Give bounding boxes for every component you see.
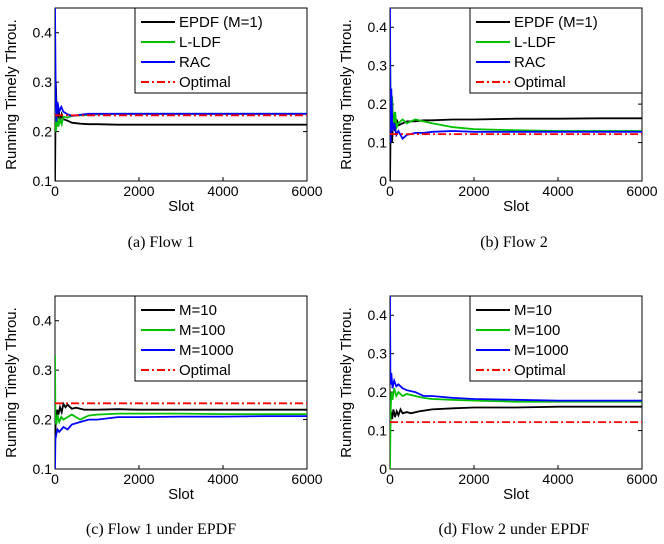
series-line-2 — [390, 388, 642, 469]
chart-4: 0 2000 4000 6000 0 0.1 0.2 0.3 0.4 Slot Running Ti… — [338, 295, 658, 538]
y-tick-label: 0.2 — [368, 384, 388, 400]
x-tick-label: 4000 — [542, 471, 573, 487]
y-tick-label: 0.1 — [368, 423, 388, 439]
y-tick-label: 0.4 — [368, 307, 388, 323]
y-tick-label: 0.4 — [33, 25, 53, 41]
legend-label: Optimal — [514, 74, 566, 91]
x-tick-label: 4000 — [207, 471, 238, 487]
x-tick-label: 0 — [386, 471, 394, 487]
y-tick-label: 0.3 — [33, 362, 53, 378]
series-line-2 — [390, 54, 642, 132]
legend-label: M=1000 — [514, 342, 569, 359]
x-axis-label: Slot — [503, 486, 530, 503]
y-tick-label: 0.4 — [33, 313, 53, 329]
legend-label: Optimal — [179, 362, 231, 379]
chart-3: 0 2000 4000 6000 0.1 0.2 0.3 0.4 Slot Running Tim… — [3, 295, 323, 538]
x-tick-label: 0 — [51, 183, 59, 199]
x-tick-label: 2000 — [123, 183, 154, 199]
legend-label: RAC — [179, 54, 211, 71]
series-line-1 — [390, 405, 642, 431]
y-axis-label: Running Timely Throu. — [3, 19, 20, 170]
legend: M=10 M=100 M=1000 Optimal — [134, 295, 308, 382]
x-tick-label: 2000 — [458, 183, 489, 199]
legend-label: M=100 — [514, 322, 560, 339]
y-tick-label: 0.2 — [33, 124, 53, 140]
legend: M=10 M=100 M=1000 Optimal — [469, 295, 643, 382]
legend-label: EPDF (M=1) — [179, 14, 263, 31]
y-tick-label: 0.4 — [368, 19, 388, 35]
chart-1: 0 2000 4000 6000 0.1 0.2 0.3 0.4 Slot Running Tim… — [3, 7, 323, 251]
y-tick-label: 0.1 — [33, 173, 53, 189]
x-tick-label: 2000 — [458, 471, 489, 487]
x-tick-label: 0 — [386, 183, 394, 199]
legend-label: Optimal — [179, 74, 231, 91]
legend-label: Optimal — [514, 362, 566, 379]
legend-label: L-LDF — [179, 34, 221, 51]
x-axis-label: Slot — [503, 198, 530, 215]
legend-label: M=10 — [514, 302, 552, 319]
y-tick-label: 0.3 — [33, 74, 53, 90]
x-tick-label: 0 — [51, 471, 59, 487]
x-tick-label: 2000 — [123, 471, 154, 487]
chart-2: 0 2000 4000 6000 0 0.1 0.2 0.3 0.4 Slot Running Ti… — [338, 7, 658, 251]
x-axis-label: Slot — [168, 198, 195, 215]
x-tick-label: 6000 — [291, 183, 322, 199]
y-axis-label: Running Timely Throu. — [338, 19, 355, 170]
x-tick-label: 4000 — [542, 183, 573, 199]
legend-label: RAC — [514, 54, 546, 71]
legend-label: L-LDF — [514, 34, 556, 51]
series-line-3 — [390, 296, 642, 402]
series-line-2 — [55, 355, 307, 425]
legend: EPDF (M=1) L-LDF RAC Optimal — [134, 7, 308, 94]
figure-caption: (c) Flow 1 under EPDF — [86, 521, 236, 538]
figure-caption: (d) Flow 2 under EPDF — [438, 521, 589, 538]
y-tick-label: 0.1 — [368, 135, 388, 151]
x-tick-label: 6000 — [291, 471, 322, 487]
x-tick-label: 6000 — [626, 183, 657, 199]
y-tick-label: 0.2 — [33, 412, 53, 428]
x-tick-label: 4000 — [207, 183, 238, 199]
y-tick-label: 0.3 — [368, 346, 388, 362]
y-tick-label: 0 — [379, 173, 387, 189]
legend-label: EPDF (M=1) — [514, 14, 598, 31]
y-tick-label: 0 — [379, 461, 387, 477]
legend: EPDF (M=1) L-LDF RAC Optimal — [469, 7, 643, 94]
legend-label: M=100 — [179, 322, 225, 339]
series-line-3 — [55, 415, 307, 469]
legend-label: M=10 — [179, 302, 217, 319]
y-tick-label: 0.2 — [368, 96, 388, 112]
figure-caption: (b) Flow 2 — [480, 234, 548, 251]
x-axis-label: Slot — [168, 486, 195, 503]
legend-label: M=1000 — [179, 342, 234, 359]
figure-caption: (a) Flow 1 — [128, 234, 195, 251]
y-tick-label: 0.1 — [33, 461, 53, 477]
y-axis-label: Running Timely Throu. — [3, 307, 20, 458]
x-tick-label: 6000 — [626, 471, 657, 487]
y-axis-label: Running Timely Throu. — [338, 307, 355, 458]
y-tick-label: 0.3 — [368, 58, 388, 74]
